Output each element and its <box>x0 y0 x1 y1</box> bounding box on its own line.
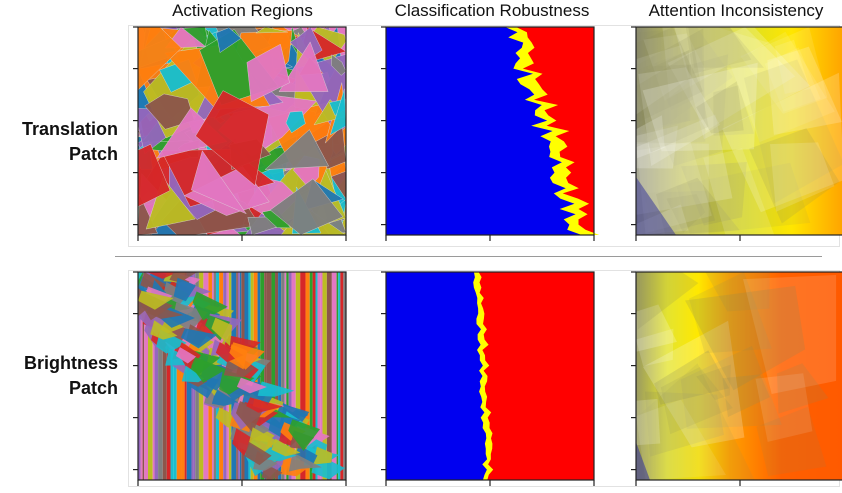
axes <box>133 26 347 241</box>
axes <box>381 271 595 486</box>
robust-class-region <box>386 272 488 480</box>
activation-region-stripes <box>138 272 346 480</box>
axes <box>133 271 347 486</box>
brightness-activation-regions-panel <box>133 271 347 486</box>
translation-classification-robustness-panel <box>381 26 600 241</box>
brightness-attention-inconsistency-panel <box>631 271 842 486</box>
column-title-classification-robustness: Classification Robustness <box>394 1 590 20</box>
robust-class-region <box>386 27 582 235</box>
row-label-line: Patch <box>68 144 118 164</box>
axes <box>381 26 595 241</box>
translation-activation-regions-panel <box>133 26 347 241</box>
brightness-classification-robustness-panel <box>381 271 595 486</box>
row-label-line: Patch <box>68 378 118 398</box>
column-title-activation-regions: Activation Regions <box>172 1 313 20</box>
activation-region-polygons <box>137 26 347 236</box>
robustness-regions <box>386 272 594 480</box>
attention-heat <box>636 272 842 480</box>
column-title-attention-inconsistency: Attention Inconsistency <box>648 1 824 20</box>
axes <box>631 271 842 486</box>
row-label-line: Brightness <box>23 353 118 373</box>
row-divider <box>115 256 822 257</box>
attention-heat <box>636 27 842 235</box>
axes <box>631 26 842 241</box>
row-label-brightness-patch: Brightness Patch <box>0 351 118 401</box>
robustness-regions <box>386 27 600 235</box>
translation-attention-inconsistency-panel <box>631 26 842 241</box>
row-label-line: Translation <box>21 119 118 139</box>
row-label-translation-patch: Translation Patch <box>0 117 118 167</box>
